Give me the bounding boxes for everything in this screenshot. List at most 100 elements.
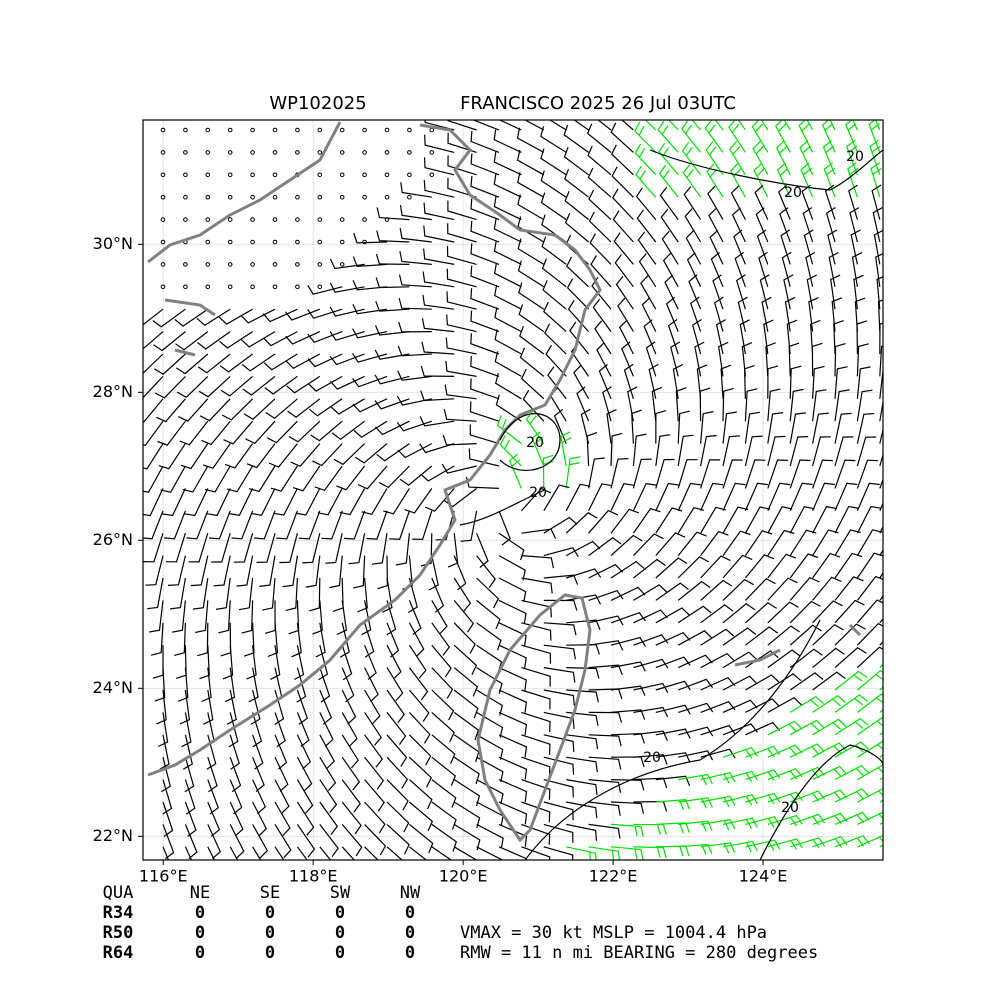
wind-barb xyxy=(229,779,243,815)
wind-barb xyxy=(312,600,323,635)
wind-barb xyxy=(621,120,634,131)
wind-barb xyxy=(518,282,545,310)
contour xyxy=(499,413,561,471)
calm-marker xyxy=(272,217,278,222)
wind-barb xyxy=(476,555,496,589)
wind-barb xyxy=(655,656,691,669)
wind-barb xyxy=(256,533,276,563)
wind-barb xyxy=(685,230,702,265)
wind-barb xyxy=(759,274,770,310)
calm-marker xyxy=(429,172,435,178)
wind-barb xyxy=(241,331,276,348)
wind-barb xyxy=(547,366,567,400)
wind-barb xyxy=(633,658,669,669)
wind-barb xyxy=(789,553,819,579)
wind-barb xyxy=(565,540,601,557)
wind-barb xyxy=(658,164,679,198)
wind-barb xyxy=(329,282,365,293)
wind-barb xyxy=(341,734,359,769)
wind-barb xyxy=(588,779,622,793)
wind-barb xyxy=(431,644,452,678)
wind-barb xyxy=(519,325,545,355)
wind-barb xyxy=(494,285,522,310)
wind-barb xyxy=(162,779,173,815)
wind-barb xyxy=(476,622,502,651)
wind-barb xyxy=(777,184,791,220)
wind-barb xyxy=(588,483,613,512)
wind-barb xyxy=(498,555,526,581)
wind-barb xyxy=(850,229,861,265)
wind-barb xyxy=(274,801,291,837)
wind-barb xyxy=(431,779,457,808)
wind-barb xyxy=(453,644,478,676)
wind-barb xyxy=(767,601,799,624)
wind-barb xyxy=(808,297,819,332)
lat-tick-label: 26°N xyxy=(93,530,133,549)
wind-barb xyxy=(307,353,343,368)
wind-barb xyxy=(229,801,244,837)
wind-barb xyxy=(834,694,869,713)
wind-barb xyxy=(224,443,254,469)
wind-barb xyxy=(700,579,733,601)
wind-barb xyxy=(366,510,388,540)
wind-barb xyxy=(720,364,732,399)
wind-barb xyxy=(722,723,758,736)
wind-barb xyxy=(789,624,822,646)
wind-barb xyxy=(357,577,368,613)
wind-barb xyxy=(857,811,883,825)
wind-barb xyxy=(610,732,645,744)
wind-barb xyxy=(348,533,366,565)
wind-barb xyxy=(594,320,612,355)
wind-barb xyxy=(834,482,858,512)
wind-barb xyxy=(431,689,455,721)
wind-barb xyxy=(722,387,734,422)
wind-barb xyxy=(498,644,527,669)
wind-barb xyxy=(621,341,634,377)
wind-barb xyxy=(632,482,657,512)
wind-barb xyxy=(419,443,455,454)
calm-marker xyxy=(339,194,345,200)
wind-barb xyxy=(677,531,707,556)
wind-barb xyxy=(476,756,504,783)
wind-barb xyxy=(618,319,634,355)
table-header: NE xyxy=(190,883,210,903)
wind-barb xyxy=(846,139,858,176)
wind-barb xyxy=(588,509,619,534)
calm-marker xyxy=(317,150,323,155)
wind-barb xyxy=(521,711,551,733)
wind-barb xyxy=(588,457,605,489)
wind-barb xyxy=(431,667,454,699)
wind-barb xyxy=(686,252,702,288)
wind-barb xyxy=(521,801,551,823)
wind-barb xyxy=(236,555,254,587)
title: FRANCISCO 2025 26 Jul 03UTC xyxy=(460,93,736,114)
wind-barb xyxy=(767,577,798,601)
wind-barb xyxy=(700,411,714,444)
wind-barb xyxy=(364,667,379,703)
wind-barb xyxy=(879,572,883,579)
wind-barb xyxy=(834,529,861,556)
wind-barb xyxy=(431,846,453,860)
wind-barb xyxy=(519,347,545,377)
wind-barb xyxy=(677,630,713,646)
wind-barb xyxy=(567,300,590,333)
wind-barb xyxy=(879,822,883,825)
wind-barb xyxy=(789,600,821,624)
wind-barb xyxy=(879,368,883,399)
wind-barb xyxy=(829,120,836,131)
wind-barb xyxy=(641,297,657,332)
wind-barb xyxy=(409,801,434,832)
wind-barb xyxy=(319,801,339,835)
wind-barb xyxy=(274,779,290,814)
wind-barb xyxy=(722,459,743,489)
wind-barb xyxy=(767,696,802,713)
wind-barb xyxy=(744,578,776,601)
wind-barb xyxy=(184,846,193,860)
wind-barb xyxy=(354,443,388,464)
wind-barb xyxy=(171,600,186,633)
wind-barb xyxy=(399,205,432,221)
wind-barb xyxy=(408,667,429,701)
wind-barb xyxy=(252,824,269,859)
wind-barb xyxy=(493,129,522,153)
calm-marker xyxy=(227,150,233,155)
